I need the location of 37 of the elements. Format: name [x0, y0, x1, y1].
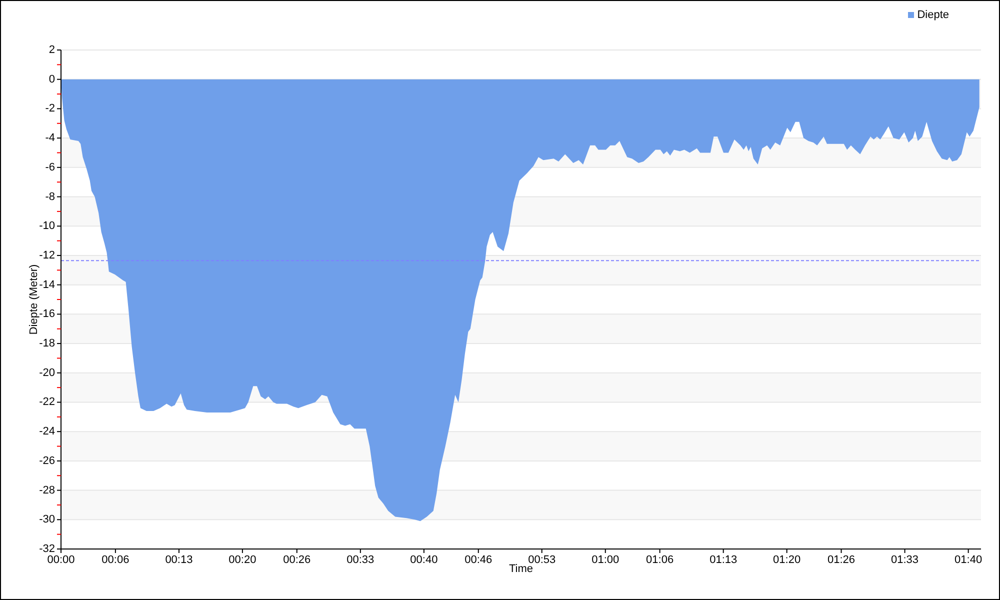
y-tick-label: -4: [45, 132, 55, 144]
y-tick-label: 0: [48, 73, 55, 86]
y-tick-label: -14: [39, 278, 55, 291]
y-tick-label: -16: [39, 308, 55, 320]
x-tick-label: 01:40: [954, 554, 982, 566]
y-tick-label: -24: [39, 426, 55, 438]
y-tick-label: -32: [39, 543, 55, 555]
x-tick-label: 00:13: [165, 554, 193, 566]
x-tick-label: 00:00: [47, 554, 75, 566]
x-tick-label: 01:00: [592, 554, 620, 566]
x-tick-label: 01:33: [891, 554, 919, 566]
x-tick-label: 01:20: [773, 554, 801, 566]
y-tick-label: -22: [39, 396, 55, 408]
x-tick-label: 00:33: [346, 554, 374, 566]
y-tick-label: -8: [45, 190, 55, 203]
y-tick-label: -30: [39, 514, 55, 526]
x-tick-label: 00:20: [228, 554, 256, 566]
x-tick-label: 00:06: [102, 554, 130, 566]
y-tick-label: -18: [39, 338, 55, 350]
y-axis-title: Diepte (Meter): [28, 264, 40, 335]
y-tick-label: -2: [45, 102, 55, 115]
legend-label: Diepte: [917, 9, 949, 21]
y-tick-label: -6: [45, 161, 55, 174]
y-tick-label: -10: [39, 220, 55, 232]
y-tick-label: 2: [48, 44, 55, 56]
x-tick-label: 00:26: [283, 554, 311, 566]
x-tick-label: 01:26: [827, 554, 856, 566]
x-tick-label: 00:46: [464, 554, 492, 566]
x-tick-label: 00:53: [528, 554, 556, 566]
x-tick-label: 01:13: [710, 554, 738, 566]
x-tick-label: 01:06: [646, 554, 674, 566]
y-tick-label: -20: [39, 366, 55, 379]
y-tick-label: -26: [39, 454, 55, 467]
x-axis-title: Time: [508, 563, 534, 575]
y-tick-label: -12: [39, 249, 55, 262]
x-tick-label: 00:40: [410, 554, 438, 566]
y-tick-label: -28: [39, 484, 55, 496]
